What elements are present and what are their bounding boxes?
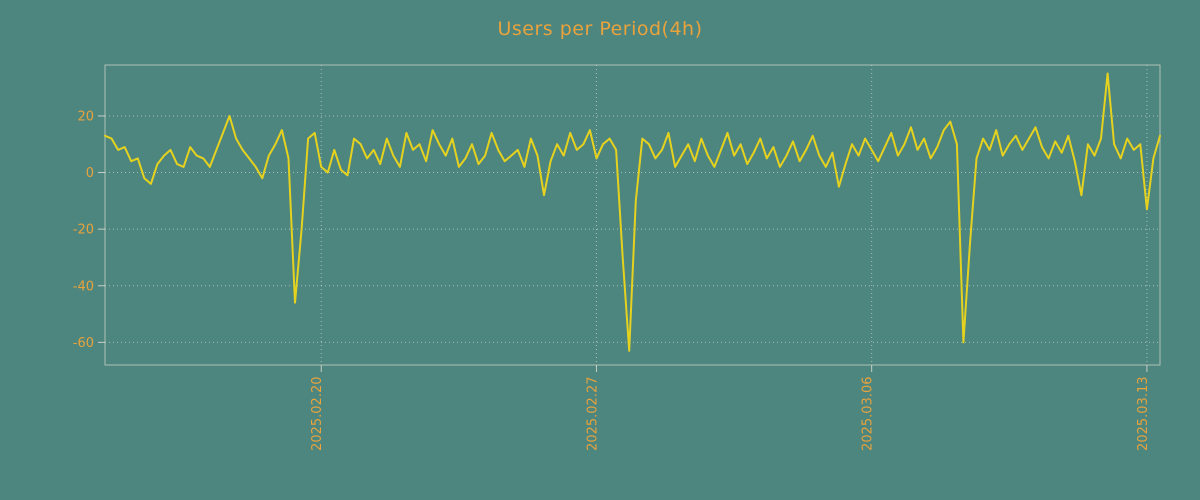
y-tick-label: 0 (86, 166, 94, 181)
x-tick-label: 2025.03.13 (1136, 377, 1151, 451)
y-tick-label: -40 (73, 279, 94, 294)
x-tick-label: 2025.02.27 (585, 377, 600, 451)
plot-frame (104, 64, 1161, 366)
series-line-users (104, 72, 1161, 352)
x-tick-label: 2025.03.06 (861, 377, 876, 451)
y-tick-label: -60 (73, 336, 94, 351)
chart-title: Users per Period(4h) (497, 18, 703, 40)
x-tick-label: 2025.02.20 (310, 377, 325, 451)
y-tick-label: -20 (73, 223, 94, 238)
y-tick-label: 20 (77, 109, 94, 124)
